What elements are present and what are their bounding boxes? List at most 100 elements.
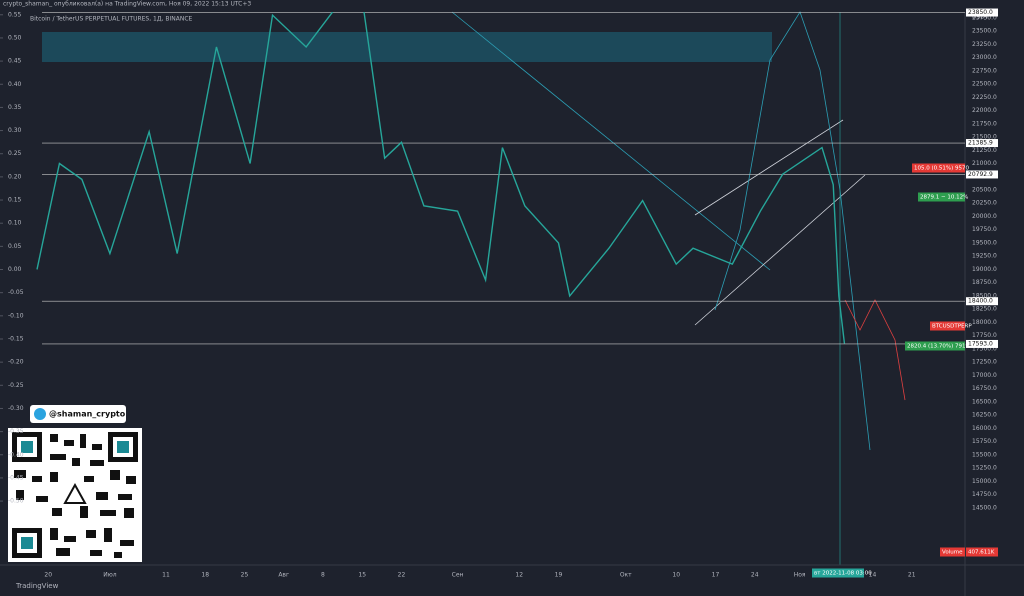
y2-tick-label: 0.10 (8, 220, 22, 227)
y-tick-label: 17750.0 (972, 332, 997, 339)
level-box (966, 139, 998, 148)
y-tick-label: 19750.0 (972, 226, 997, 233)
y2-tick-label: 0.50 (8, 34, 22, 41)
annotation: 407.611K (968, 550, 995, 556)
currency: USDT (972, 14, 989, 21)
y2-tick-label: -0.50 (8, 498, 24, 505)
level-label: 23850.0 (968, 9, 993, 16)
y2-tick-label: -0.35 (8, 428, 24, 435)
level-label: 21385.9 (968, 140, 993, 147)
y-tick-label: 19250.0 (972, 253, 997, 260)
channel-line (694, 174, 866, 326)
x-tick-label: 14 (869, 572, 877, 579)
annotation: Volume (942, 550, 963, 556)
x-tick-label: 12 (515, 572, 523, 579)
price-line (36, 12, 846, 344)
y-tick-label: 20500.0 (972, 186, 997, 193)
y-tick-label: 14500.0 (972, 504, 997, 511)
y-tick-label: 15500.0 (972, 451, 997, 458)
y-tick-label: 17000.0 (972, 372, 997, 379)
y2-tick-label: 0.05 (8, 243, 22, 250)
x-tick-label: Авг (278, 572, 289, 579)
y-tick-label: 15250.0 (972, 465, 997, 472)
level-box (966, 297, 998, 306)
y-tick-label: 20000.0 (972, 213, 997, 220)
x-tick-label: 21 (908, 572, 916, 579)
annotation: 2820.4 (13.70%) 7919 (907, 344, 970, 350)
annotation-box (940, 547, 965, 557)
x-tick-label: Сен (452, 572, 464, 579)
y2-tick-label: -0.10 (8, 312, 24, 319)
annotation: BTCUSDTPERP (932, 324, 972, 330)
telegram-icon (34, 408, 46, 420)
y2-tick-label: 0.40 (8, 81, 22, 88)
y2-tick-label: -0.30 (8, 405, 24, 412)
channel-line (694, 119, 844, 216)
x-tick-label: 25 (241, 572, 249, 579)
author-line: crypto_shaman_ опубликовал(а) на Trading… (3, 1, 251, 8)
y-tick-label: 23500.0 (972, 28, 997, 35)
y2-tick-label: -0.45 (8, 474, 24, 481)
y-tick-label: 16250.0 (972, 412, 997, 419)
y-tick-label: 21500.0 (972, 134, 997, 141)
y-tick-label: 22500.0 (972, 81, 997, 88)
y-tick-label: 16750.0 (972, 385, 997, 392)
y2-tick-label: -0.20 (8, 359, 24, 366)
trend-line (451, 11, 771, 271)
price-series (36, 12, 846, 344)
y-tick-label: 23000.0 (972, 54, 997, 61)
x-tick-label: Июл (103, 572, 117, 579)
level-box (966, 170, 998, 179)
y-tick-label: 16000.0 (972, 425, 997, 432)
y2-tick-label: 0.25 (8, 150, 22, 157)
y2-tick-label: 0.45 (8, 58, 22, 65)
annotation: 2879.1 − 10.12% (920, 195, 968, 201)
annotation-box (812, 568, 864, 578)
x-tick-label: 10 (672, 572, 680, 579)
x-tick-label: 24 (751, 572, 759, 579)
y-tick-label: 21000.0 (972, 160, 997, 167)
y2-tick-label: 0.15 (8, 197, 22, 204)
x-tick-label: 20 (44, 572, 52, 579)
qr-code (8, 428, 142, 562)
x-tick-label: 18 (201, 572, 209, 579)
level-box (966, 8, 998, 17)
y2-tick-label: -0.40 (8, 451, 24, 458)
annotation-box (912, 163, 965, 173)
annotation-box (966, 547, 998, 557)
y2-tick-label: -0.15 (8, 335, 24, 342)
y-tick-label: 14750.0 (972, 491, 997, 498)
y-tick-label: 15750.0 (972, 438, 997, 445)
level-label: 17593.0 (968, 340, 993, 347)
y2-tick-label: -0.25 (8, 382, 24, 389)
x-tick-label: Ноя (794, 572, 806, 579)
y-tick-label: 22250.0 (972, 94, 997, 101)
y-tick-label: 18250.0 (972, 306, 997, 313)
zone (42, 32, 772, 62)
y2-tick-label: -0.05 (8, 289, 24, 296)
x-tick-label: 19 (555, 572, 563, 579)
y-tick-label: 19000.0 (972, 266, 997, 273)
x-tick-label: 11 (162, 572, 170, 579)
x-tick-label: 17 (712, 572, 720, 579)
y-tick-label: 16500.0 (972, 398, 997, 405)
y-tick-label: 21750.0 (972, 120, 997, 127)
level-label: 20792.9 (968, 171, 993, 178)
y-tick-label: 22000.0 (972, 107, 997, 114)
y-tick-label: 17500.0 (972, 345, 997, 352)
y-tick-label: 20250.0 (972, 200, 997, 207)
y-tick-label: 18500.0 (972, 292, 997, 299)
x-tick-label: 8 (321, 572, 325, 579)
annotation: 105.0 (0.51%) 9570 (914, 166, 970, 172)
annotation: вт 2022-11-08 03:00 (814, 571, 872, 577)
y-tick-label: 18750.0 (972, 279, 997, 286)
y2-tick-label: 0.55 (8, 11, 22, 18)
annotation-box (918, 192, 965, 202)
x-tick-label: 22 (398, 572, 406, 579)
y2-tick-label: 0.20 (8, 173, 22, 180)
annotation-box (930, 321, 965, 331)
y-tick-label: 18000.0 (972, 319, 997, 326)
symbol: Bitcoin / TetherUS PERPETUAL FUTURES, 1Д… (30, 16, 193, 23)
